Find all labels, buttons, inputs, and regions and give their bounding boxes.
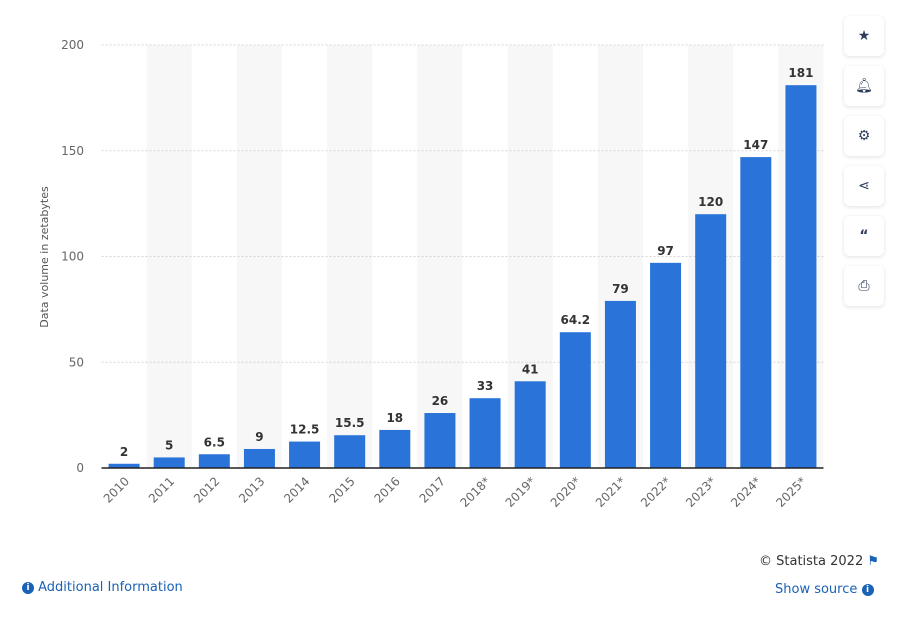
- band-shade: [146, 45, 192, 468]
- data-label: 79: [612, 282, 629, 296]
- bar: [740, 157, 772, 468]
- bar: [469, 398, 501, 468]
- bar: [604, 300, 636, 468]
- bar: [695, 214, 727, 468]
- x-tick-label: 2022*: [638, 474, 674, 510]
- y-tick-label: 0: [76, 461, 84, 475]
- data-label: 12.5: [290, 423, 320, 437]
- show-source-link[interactable]: Show source i: [775, 582, 874, 597]
- print-button[interactable]: ⎙: [844, 266, 884, 306]
- x-tick-label: 2020*: [548, 474, 584, 510]
- flag-icon: ⚑: [867, 554, 880, 569]
- x-tick-label: 2013: [236, 474, 267, 505]
- bar: [108, 463, 140, 468]
- data-label: 9: [255, 430, 263, 444]
- bar: [289, 441, 321, 468]
- bar: [153, 457, 185, 468]
- y-tick-label: 200: [61, 38, 84, 52]
- favorite-button[interactable]: ★: [844, 16, 884, 56]
- x-tick-label: 2014: [281, 474, 312, 505]
- gear-icon: ⚙: [857, 128, 871, 144]
- data-label: 18: [386, 411, 403, 425]
- x-tick-label: 2012: [191, 474, 222, 505]
- additional-information-link[interactable]: i Additional Information: [22, 580, 183, 595]
- y-tick-label: 100: [61, 250, 84, 264]
- x-tick-label: 2011: [146, 474, 177, 505]
- print-icon: ⎙: [858, 278, 870, 294]
- info-icon: i: [22, 582, 34, 594]
- cite-button[interactable]: “: [844, 216, 884, 256]
- bar: [198, 454, 230, 468]
- x-tick-label: 2016: [371, 474, 402, 505]
- bar: [379, 429, 411, 468]
- info-icon: i: [861, 584, 874, 596]
- bell-icon: 🔔︎: [855, 78, 873, 94]
- y-axis-label: Data volume in zetabytes: [38, 186, 51, 328]
- bar: [559, 332, 591, 468]
- bar: [424, 413, 456, 468]
- x-tick-label: 2017: [417, 474, 448, 505]
- x-tick-label: 2023*: [683, 474, 719, 510]
- bar: [514, 381, 546, 468]
- data-label: 120: [698, 195, 723, 209]
- x-tick-label: 2019*: [503, 474, 539, 510]
- settings-button[interactable]: ⚙: [844, 116, 884, 156]
- y-tick-label: 150: [61, 144, 84, 158]
- statista-copyright[interactable]: © Statista 2022 ⚑: [759, 554, 880, 569]
- notification-button[interactable]: 🔔︎: [844, 66, 884, 106]
- data-label: 15.5: [335, 416, 365, 430]
- bar: [243, 448, 275, 468]
- data-label: 33: [477, 379, 494, 393]
- bar: [650, 262, 682, 468]
- x-tick-label: 2018*: [457, 474, 493, 510]
- data-label: 41: [522, 362, 539, 376]
- data-label: 147: [743, 138, 768, 152]
- y-tick-label: 50: [69, 355, 84, 369]
- data-label: 26: [432, 394, 449, 408]
- quote-icon: “: [859, 228, 869, 244]
- share-button[interactable]: ⋖: [844, 166, 884, 206]
- x-tick-label: 2015: [326, 474, 357, 505]
- x-tick-label: 2021*: [593, 474, 629, 510]
- x-tick-label: 2025*: [773, 474, 809, 510]
- data-label: 97: [657, 244, 674, 258]
- bar-chart: 0 50 100 150 200 Data volume in zetabytes 2 201…: [38, 38, 824, 510]
- x-tick-label: 2024*: [728, 474, 764, 510]
- star-icon: ★: [857, 28, 871, 44]
- bar: [785, 85, 817, 468]
- data-label: 2: [120, 445, 128, 459]
- data-label: 5: [165, 438, 173, 452]
- data-label: 6.5: [204, 435, 225, 449]
- bar: [334, 435, 366, 468]
- share-icon: ⋖: [858, 178, 870, 194]
- data-label: 64.2: [561, 313, 591, 327]
- data-label: 181: [788, 66, 813, 80]
- x-tick-label: 2010: [101, 474, 132, 505]
